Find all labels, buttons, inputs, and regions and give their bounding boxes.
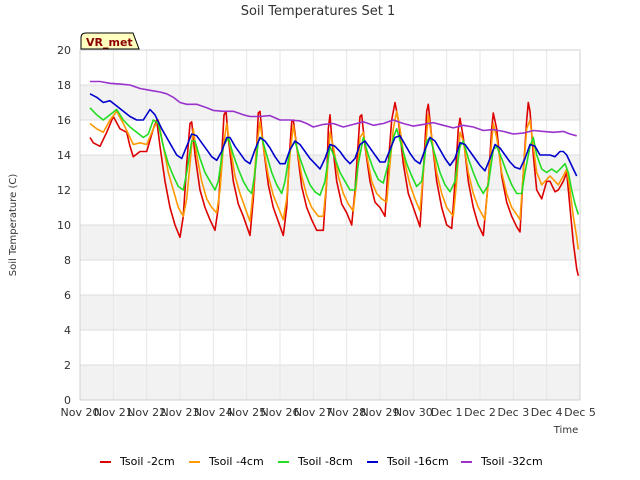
x-tick-label: Nov 26 <box>261 406 300 419</box>
y-tick-label: 0 <box>64 394 71 407</box>
y-axis-label: Soil Temperature (C) <box>8 174 19 277</box>
series-line-tsoil-16cm <box>89 93 578 177</box>
y-tick-label: 16 <box>57 114 71 127</box>
y-tick-label: 14 <box>57 149 71 162</box>
x-tick-label: Dec 2 <box>464 406 496 419</box>
y-tick-label: 2 <box>64 359 71 372</box>
x-tick-label: Nov 24 <box>194 406 233 419</box>
series-line-tsoil-2cm <box>89 101 580 276</box>
plot-area-frame <box>79 49 581 401</box>
series-line-tsoil-4cm <box>89 110 580 250</box>
legend-item: Tsoil -8cm <box>278 455 353 468</box>
site-tag-label: VR_met <box>86 36 133 49</box>
x-tick-label: Nov 23 <box>161 406 200 419</box>
x-tick-label: Nov 21 <box>94 406 133 419</box>
site-tag: VR_met <box>80 32 140 50</box>
chart-title: Soil Temperatures Set 1 <box>241 4 396 19</box>
x-tick-label: Nov 30 <box>394 406 433 419</box>
x-tick-label: Nov 20 <box>61 406 100 419</box>
series-line-tsoil-8cm <box>89 107 580 215</box>
legend-item: Tsoil -4cm <box>189 455 264 468</box>
x-tick-label: Dec 3 <box>497 406 529 419</box>
y-tick-label: 8 <box>64 254 71 267</box>
y-tick-label: 20 <box>57 44 71 57</box>
y-tick-label: 4 <box>64 324 71 337</box>
background-band <box>80 295 580 330</box>
legend-label: Tsoil -2cm <box>119 455 175 468</box>
y-tick-label: 10 <box>57 219 71 232</box>
x-tick-label: Nov 28 <box>327 406 366 419</box>
series-lines <box>89 80 580 276</box>
x-tick-label: Nov 22 <box>127 406 166 419</box>
y-tick-label: 6 <box>64 289 71 302</box>
x-tick-label: Dec 1 <box>431 406 463 419</box>
legend-label: Tsoil -32cm <box>480 455 543 468</box>
y-tick-label: 18 <box>57 79 71 92</box>
background-band <box>80 365 580 400</box>
x-tick-label: Nov 27 <box>294 406 333 419</box>
x-tick-label: Dec 5 <box>564 406 596 419</box>
x-tick-label: Nov 25 <box>227 406 266 419</box>
series-line-tsoil-32cm <box>90 80 577 137</box>
legend-label: Tsoil -16cm <box>386 455 449 468</box>
legend-label: Tsoil -8cm <box>297 455 353 468</box>
legend-item: Tsoil -2cm <box>100 455 175 468</box>
legend-item: Tsoil -16cm <box>367 455 449 468</box>
legend-label: Tsoil -4cm <box>208 455 264 468</box>
y-axis-ticks: 0 2 4 6 8 10 12 14 16 18 20 <box>57 44 71 407</box>
background-band <box>80 225 580 260</box>
y-tick-label: 12 <box>57 184 71 197</box>
legend-item: Tsoil -32cm <box>461 455 543 468</box>
x-tick-label: Dec 4 <box>531 406 563 419</box>
x-tick-label: Nov 29 <box>361 406 400 419</box>
legend: Tsoil -2cm Tsoil -4cm Tsoil -8cm Tsoil -16c… <box>100 455 543 468</box>
x-axis-label: Time <box>553 425 578 436</box>
